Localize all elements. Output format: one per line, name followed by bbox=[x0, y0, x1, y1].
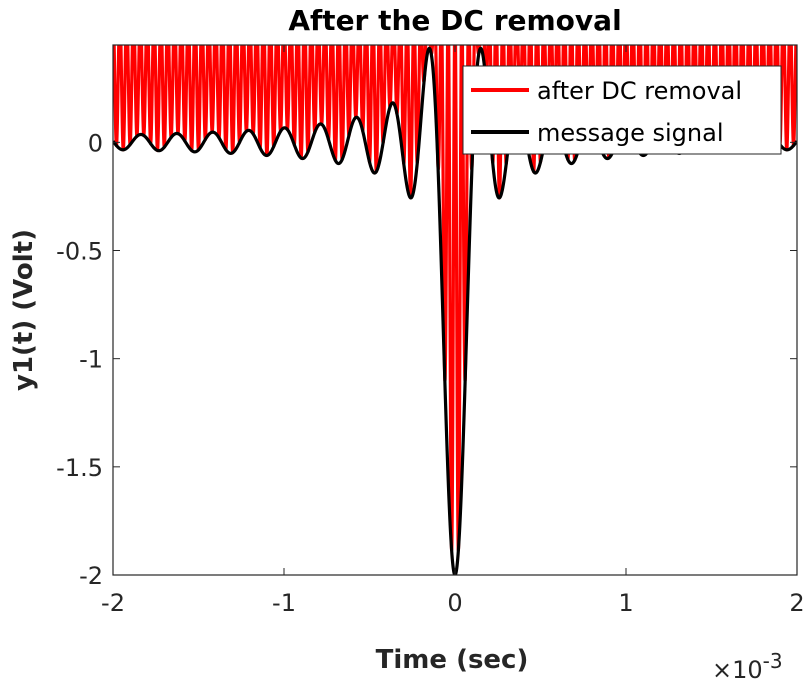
x-axis-label: Time (sec) bbox=[376, 645, 529, 675]
x-tick-label: -2 bbox=[101, 589, 125, 617]
legend-box bbox=[462, 65, 782, 155]
chart-title: After the DC removal bbox=[288, 4, 621, 37]
legend: after DC removal message signal bbox=[462, 65, 782, 155]
x-axis-exponent-base: ×10 bbox=[712, 656, 763, 682]
ticks-layer: -2 -1 0 1 2 0 -0.5 -1 -1.5 -2 bbox=[56, 45, 805, 617]
x-axis-exponent: ×10-3 bbox=[712, 649, 783, 682]
y-tick-label: -0.5 bbox=[56, 238, 103, 266]
x-tick-label: 1 bbox=[618, 589, 633, 617]
legend-label-after-dc-removal: after DC removal bbox=[537, 77, 742, 105]
x-tick-label: 2 bbox=[789, 589, 804, 617]
y-axis-label: y1(t) (Volt) bbox=[9, 229, 39, 391]
x-axis-exponent-power: -3 bbox=[763, 649, 783, 673]
y-tick-label: -1 bbox=[79, 346, 103, 374]
y-tick-label: -1.5 bbox=[56, 454, 103, 482]
x-tick-label: 0 bbox=[447, 589, 462, 617]
x-tick-label: -1 bbox=[272, 589, 296, 617]
legend-label-message-signal: message signal bbox=[537, 119, 723, 147]
y-tick-label: -2 bbox=[79, 562, 103, 590]
y-tick-label: 0 bbox=[88, 129, 103, 157]
